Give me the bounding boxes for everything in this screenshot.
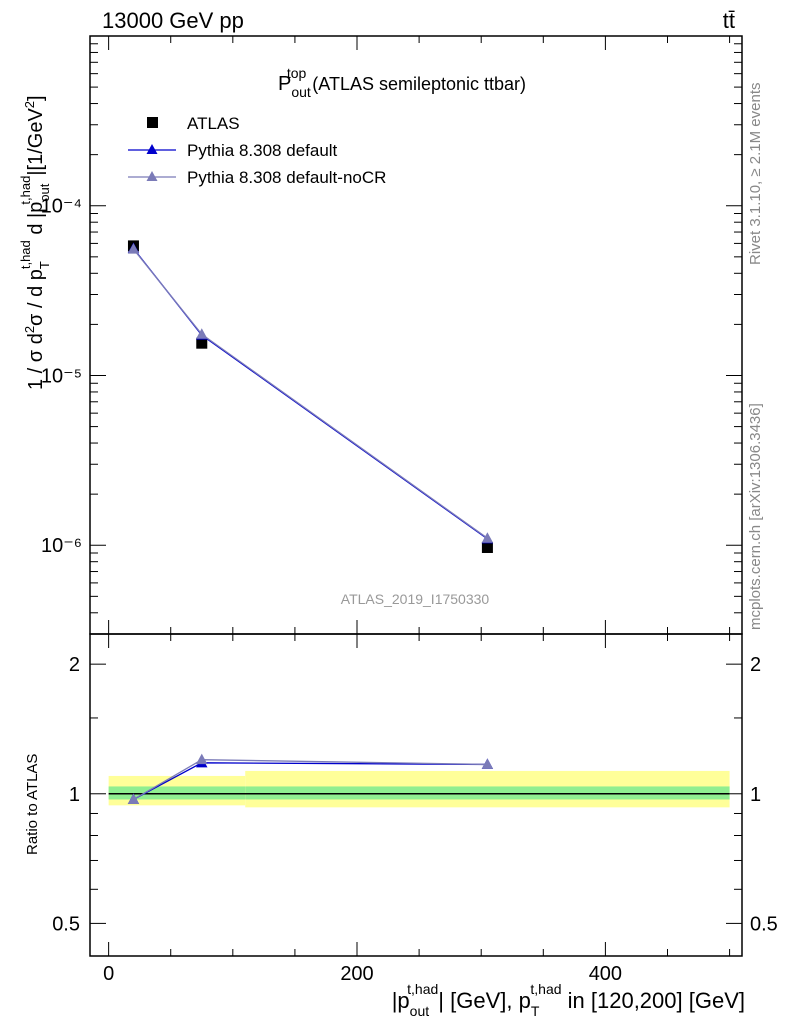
legend-label-atlas: ATLAS [187, 114, 240, 133]
ratio-panel-frame [89, 633, 743, 957]
main-y-tick-label: 10⁻⁶ [41, 535, 82, 557]
atlas-data-point [196, 337, 208, 349]
chart-marks-layer [127, 240, 494, 804]
ratio-band-inner [108, 786, 246, 800]
x-tick-label: 400 [589, 963, 622, 985]
main-series-line-2 [132, 248, 488, 539]
x-axis-label: |poutt,had| [GeV], pTt,had in [120,200] … [392, 981, 745, 1019]
process-label: tt̄ [723, 8, 735, 33]
rivet-label: Rivet 3.1.10, ≥ 2.1M events [747, 83, 764, 266]
main-series-point-2 [196, 328, 208, 339]
analysis-tag: ATLAS_2019_I1750330 [341, 591, 490, 607]
main-y-tick-label: 10⁻⁵ [41, 365, 82, 387]
ratio-y-tick-label-left: 2 [69, 654, 80, 676]
svg-text:1 / σ d2σ / d pTt,had d |poutt: 1 / σ d2σ / d pTt,had d |poutt,had|[1/Ge… [18, 95, 52, 390]
legend-label-default: Pythia 8.308 default [187, 141, 338, 160]
legend: ATLAS Pythia 8.308 default Pythia 8.308 … [128, 114, 386, 187]
ratio-y-tick-label-left: 1 [69, 784, 80, 806]
axes-layer: 0 200 400 10⁻⁶ 10⁻⁵ 10⁻⁴ 0.5 0.5 1 1 2 2 [41, 35, 778, 985]
mcplots-label: mcplots.cern.ch [arXiv:1306.3436] [747, 403, 764, 630]
upper-y-axis-label: 1 / σ d2σ / d pTt,had d |poutt,had|[1/Ge… [18, 95, 52, 390]
legend-marker-nocr [146, 171, 158, 181]
ratio-series-point-1 [481, 758, 494, 769]
energy-label: 13000 GeV pp [102, 8, 244, 33]
x-tick-label: 200 [340, 963, 373, 985]
main-series-point-2 [481, 532, 494, 543]
ratio-bands-layer [108, 770, 730, 808]
ratio-band-inner [245, 786, 730, 800]
ratio-y-tick-label-right: 0.5 [750, 913, 778, 935]
ratio-y-tick-label-right: 2 [750, 654, 761, 676]
legend-label-nocr: Pythia 8.308 default-noCR [187, 168, 386, 187]
x-tick-label: 0 [103, 963, 114, 985]
plot-title-rest: (ATLAS semileptonic ttbar) [312, 74, 526, 94]
plot-title: Pout top (ATLAS semileptonic ttbar) [278, 65, 526, 100]
legend-marker-atlas [147, 117, 158, 128]
legend-marker-default [146, 144, 158, 154]
plot-title-sup: top [287, 65, 307, 81]
atlas-data-point [481, 541, 493, 553]
ratio-y-tick-label-right: 1 [750, 784, 761, 806]
plot-title-main: P [278, 73, 291, 95]
plot-title-sub: out [291, 84, 311, 100]
ratio-series-point-1 [127, 793, 140, 804]
main-y-tick-label: 10⁻⁴ [41, 196, 82, 218]
main-series-line-1 [132, 248, 488, 540]
main-series-point-2 [127, 243, 140, 254]
ratio-series-point-1 [196, 753, 208, 765]
ratio-y-tick-label-left: 0.5 [52, 913, 80, 935]
ratio-y-axis-label: Ratio to ATLAS [24, 754, 41, 855]
